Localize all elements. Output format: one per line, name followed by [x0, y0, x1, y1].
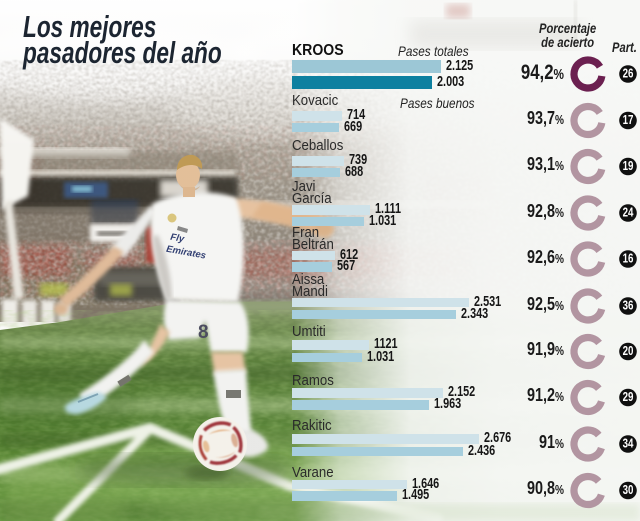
- svg-text:24: 24: [623, 206, 635, 219]
- svg-text:19: 19: [623, 160, 634, 173]
- svg-text:26: 26: [623, 67, 634, 80]
- svg-text:30: 30: [623, 484, 634, 497]
- svg-text:36: 36: [623, 299, 634, 312]
- svg-text:16: 16: [623, 252, 634, 265]
- svg-text:17: 17: [623, 114, 634, 127]
- svg-text:20: 20: [623, 345, 634, 358]
- svg-text:34: 34: [623, 437, 635, 450]
- svg-text:29: 29: [623, 391, 634, 404]
